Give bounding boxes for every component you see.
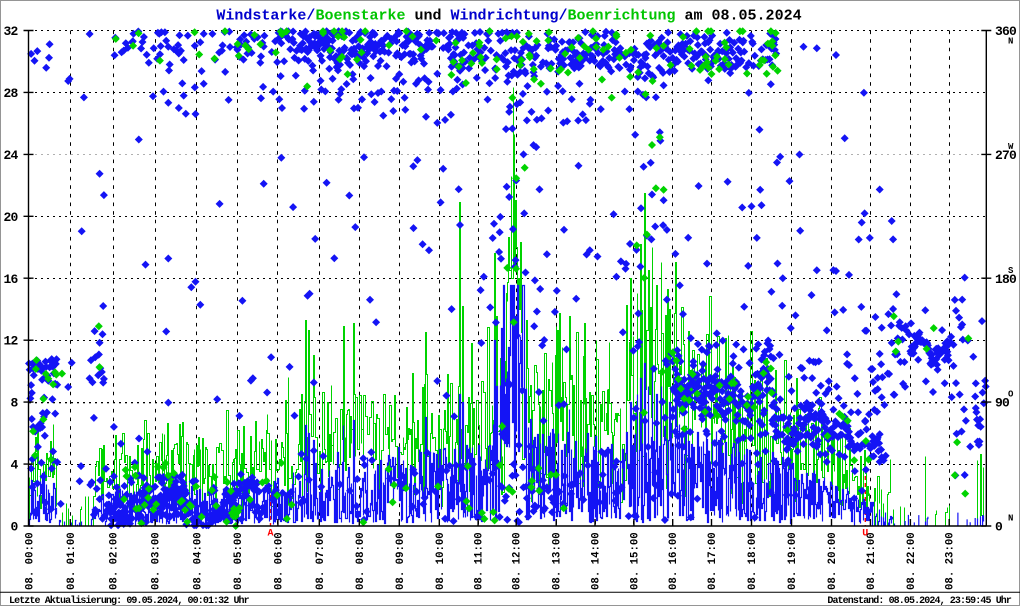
svg-text:08. 22:00: 08. 22:00 <box>906 532 918 590</box>
svg-text:N: N <box>1008 514 1013 524</box>
svg-text:08. 06:00: 08. 06:00 <box>273 532 285 590</box>
svg-text:180: 180 <box>995 272 1017 287</box>
svg-text:4: 4 <box>10 458 18 473</box>
svg-text:W: W <box>1008 142 1014 152</box>
svg-text:A: A <box>267 529 273 540</box>
svg-text:8: 8 <box>10 396 18 411</box>
svg-text:08. 16:00: 08. 16:00 <box>668 532 680 590</box>
svg-text:Windstarke/Boenstarke und Wind: Windstarke/Boenstarke und Windrichtung/B… <box>216 8 801 25</box>
svg-text:08. 19:00: 08. 19:00 <box>787 532 799 590</box>
svg-text:N: N <box>1008 37 1013 47</box>
svg-text:08. 01:00: 08. 01:00 <box>66 532 78 590</box>
svg-text:U: U <box>862 529 868 540</box>
svg-text:08. 17:00: 08. 17:00 <box>707 532 719 590</box>
svg-text:12: 12 <box>3 334 18 349</box>
svg-text:270: 270 <box>995 148 1017 163</box>
svg-text:08. 08:00: 08. 08:00 <box>355 532 367 590</box>
svg-text:360: 360 <box>995 24 1017 39</box>
svg-text:O: O <box>1008 390 1014 400</box>
svg-text:08. 03:00: 08. 03:00 <box>151 532 163 590</box>
svg-text:08. 05:00: 08. 05:00 <box>233 532 245 590</box>
svg-text:24: 24 <box>3 148 18 163</box>
svg-text:08. 14:00: 08. 14:00 <box>591 532 603 590</box>
svg-text:08. 07:00: 08. 07:00 <box>315 532 327 590</box>
svg-text:08. 09:00: 08. 09:00 <box>395 532 407 590</box>
svg-text:08. 00:00: 08. 00:00 <box>25 532 37 590</box>
svg-text:08. 20:00: 08. 20:00 <box>827 532 839 590</box>
svg-text:08. 13:00: 08. 13:00 <box>552 532 564 590</box>
svg-text:08. 04:00: 08. 04:00 <box>192 532 204 590</box>
svg-text:08. 15:00: 08. 15:00 <box>629 532 641 590</box>
svg-text:08. 18:00: 08. 18:00 <box>747 532 759 590</box>
svg-text:08. 02:00: 08. 02:00 <box>109 532 121 590</box>
svg-text:28: 28 <box>3 86 18 101</box>
svg-text:16: 16 <box>3 272 18 287</box>
svg-text:20: 20 <box>3 210 18 225</box>
svg-text:08. 21:00: 08. 21:00 <box>866 532 878 590</box>
svg-text:S: S <box>1008 266 1014 276</box>
svg-text:08. 12:00: 08. 12:00 <box>512 532 524 590</box>
svg-text:32: 32 <box>3 24 18 39</box>
svg-text:08. 23:00: 08. 23:00 <box>945 532 957 590</box>
svg-text:Letzte Aktualisierung: 09.05.2: Letzte Aktualisierung: 09.05.2024, 00:01… <box>9 595 250 606</box>
svg-text:08. 11:00: 08. 11:00 <box>474 532 486 590</box>
svg-text:08. 10:00: 08. 10:00 <box>435 532 447 590</box>
svg-text:0: 0 <box>995 520 1003 535</box>
svg-text:Datenstand: 08.05.2024, 23:59:: Datenstand: 08.05.2024, 23:59:45 Uhr <box>827 595 1012 606</box>
svg-text:0: 0 <box>10 520 18 535</box>
svg-text:90: 90 <box>995 396 1010 411</box>
